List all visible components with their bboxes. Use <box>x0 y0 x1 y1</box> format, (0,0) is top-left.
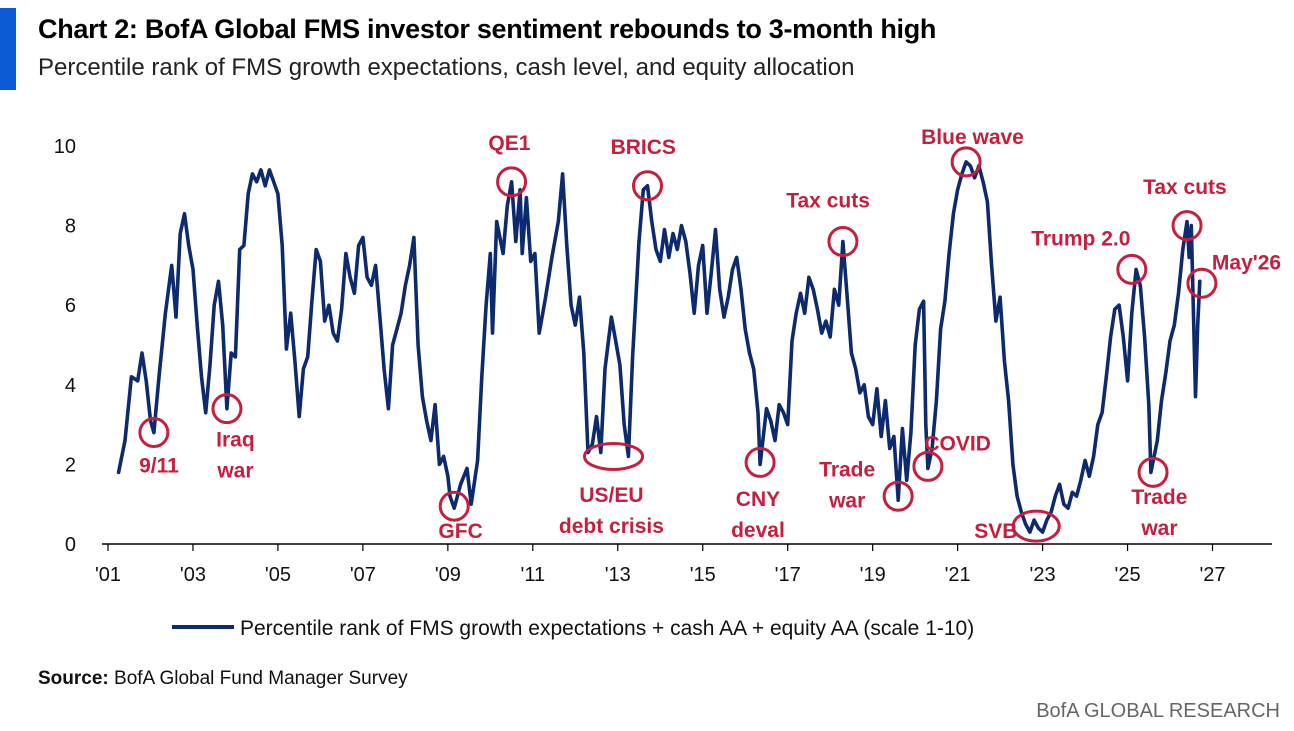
annotation-line: Tax cuts <box>1143 176 1227 199</box>
annotation-label-nine-eleven: 9/11 <box>139 454 179 477</box>
annotation-label-us-eu-debt-crisis: US/EU debt crisis <box>559 484 664 538</box>
y-tick-label: 0 <box>65 534 76 556</box>
annotation-label-trade-war-2019: Trade war <box>819 458 875 512</box>
annotation-line: Blue wave <box>921 126 1024 149</box>
annotation-circle-trump-2-0 <box>1116 253 1148 285</box>
accent-bar <box>0 8 16 90</box>
annotation-line: Trump 2.0 <box>1031 228 1130 251</box>
annotation-label-qe1: QE1 <box>488 132 530 155</box>
annotation-circle-covid <box>912 450 944 482</box>
y-tick-label: 8 <box>65 216 76 238</box>
annotation-line: war <box>216 459 253 482</box>
annotation-circle-svb <box>1011 509 1061 543</box>
x-tick-label: '11 <box>521 564 546 586</box>
annotation-line: QE1 <box>488 132 530 155</box>
annotation-circle-brics <box>632 170 664 202</box>
annotation-circle-cny-deval <box>744 446 776 478</box>
series-line <box>116 160 1202 534</box>
x-tick-label: '19 <box>860 564 886 586</box>
x-tick-label: '27 <box>1199 564 1225 586</box>
annotation-circle-blue-wave <box>950 146 982 178</box>
chart-series <box>116 160 1202 534</box>
x-tick-label: '21 <box>945 564 971 586</box>
annotation-circle-trade-war-2019 <box>882 480 914 512</box>
x-tick-label: '09 <box>435 564 461 586</box>
annotation-circle-us-eu-debt-crisis <box>583 441 645 471</box>
annotation-line: Trade <box>819 458 875 481</box>
annotation-label-brics: BRICS <box>611 136 676 159</box>
annotation-line: BRICS <box>611 136 676 159</box>
annotation-circle-nine-eleven <box>138 417 170 449</box>
annotation-circle-trade-war-2025 <box>1137 456 1169 488</box>
annotation-circle-tax-cuts-2018 <box>827 226 859 258</box>
annotation-label-cny-deval: CNY deval <box>731 488 785 542</box>
annotation-label-trade-war-2025: Trade war <box>1131 486 1187 540</box>
annotation-label-tax-cuts-2018: Tax cuts <box>786 190 870 213</box>
brand-footer: BofA GLOBAL RESEARCH <box>1036 700 1280 722</box>
chart-axes: '01 '03 '05 '07 '09 '11 '13 '15 '17 '19 '21 '23 '25 '… <box>54 136 1272 586</box>
y-tick-label: 4 <box>65 375 76 397</box>
x-tick-label: '15 <box>690 564 716 586</box>
x-tick-label: '23 <box>1030 564 1056 586</box>
x-tick-label: '01 <box>95 564 121 586</box>
y-tick-label: 10 <box>54 136 76 158</box>
annotation-line: deval <box>731 519 785 542</box>
chart-subtitle: Percentile rank of FMS growth expectatio… <box>38 54 855 81</box>
chart-legend: Percentile rank of FMS growth expectatio… <box>172 617 974 640</box>
x-tick-label: '17 <box>775 564 801 586</box>
annotation-line: COVID <box>924 432 991 455</box>
x-tick-label: '25 <box>1115 564 1141 586</box>
annotation-circle-gfc <box>438 490 470 522</box>
annotation-label-svb: SVB <box>974 520 1017 543</box>
x-tick-label: '05 <box>265 564 291 586</box>
annotation-line: Trade <box>1131 486 1187 509</box>
annotation-line: SVB <box>974 520 1017 543</box>
annotation-circle-may-26 <box>1186 267 1218 299</box>
annotation-line: Tax cuts <box>786 190 870 213</box>
annotation-label-may-26: May'26 <box>1212 251 1281 274</box>
annotation-circle-iraq-war <box>211 393 243 425</box>
x-tick-label: '13 <box>605 564 631 586</box>
annotation-line: war <box>828 489 865 512</box>
annotation-line: war <box>1140 517 1177 540</box>
annotation-line: CNY <box>736 488 780 511</box>
annotation-line: May'26 <box>1212 251 1281 274</box>
y-tick-label: 6 <box>65 295 76 317</box>
annotation-line: debt crisis <box>559 515 664 538</box>
annotation-line: Iraq <box>216 428 255 451</box>
annotation-circle-qe1 <box>496 166 528 198</box>
annotation-label-iraq-war: Iraq war <box>216 428 255 482</box>
chart-title: Chart 2: BofA Global FMS investor sentim… <box>38 14 937 44</box>
annotation-label-trump-2-0: Trump 2.0 <box>1031 228 1130 251</box>
x-tick-label: '07 <box>350 564 376 586</box>
y-tick-label: 2 <box>65 454 76 476</box>
source-note: Source: BofA Global Fund Manager Survey <box>38 668 408 690</box>
source-text: BofA Global Fund Manager Survey <box>114 668 408 689</box>
line-chart: '01 '03 '05 '07 '09 '11 '13 '15 '17 '19 '21 '23 '25 '… <box>54 126 1281 640</box>
annotation-label-gfc: GFC <box>438 520 482 543</box>
annotation-line: GFC <box>438 520 482 543</box>
annotation-line: US/EU <box>579 484 643 507</box>
source-label: Source: <box>38 668 109 689</box>
x-tick-label: '03 <box>180 564 206 586</box>
annotation-label-covid: COVID <box>924 432 991 455</box>
annotation-label-blue-wave: Blue wave <box>921 126 1024 149</box>
legend-label: Percentile rank of FMS growth expectatio… <box>240 617 974 640</box>
annotation-circle-tax-cuts-2026 <box>1171 210 1203 242</box>
annotation-label-tax-cuts-2026: Tax cuts <box>1143 176 1227 199</box>
chart-annotations: 9/11 Iraq war GFC QE1 US/EU debt crisis BRICS CN… <box>138 126 1281 543</box>
annotation-line: 9/11 <box>139 454 179 477</box>
